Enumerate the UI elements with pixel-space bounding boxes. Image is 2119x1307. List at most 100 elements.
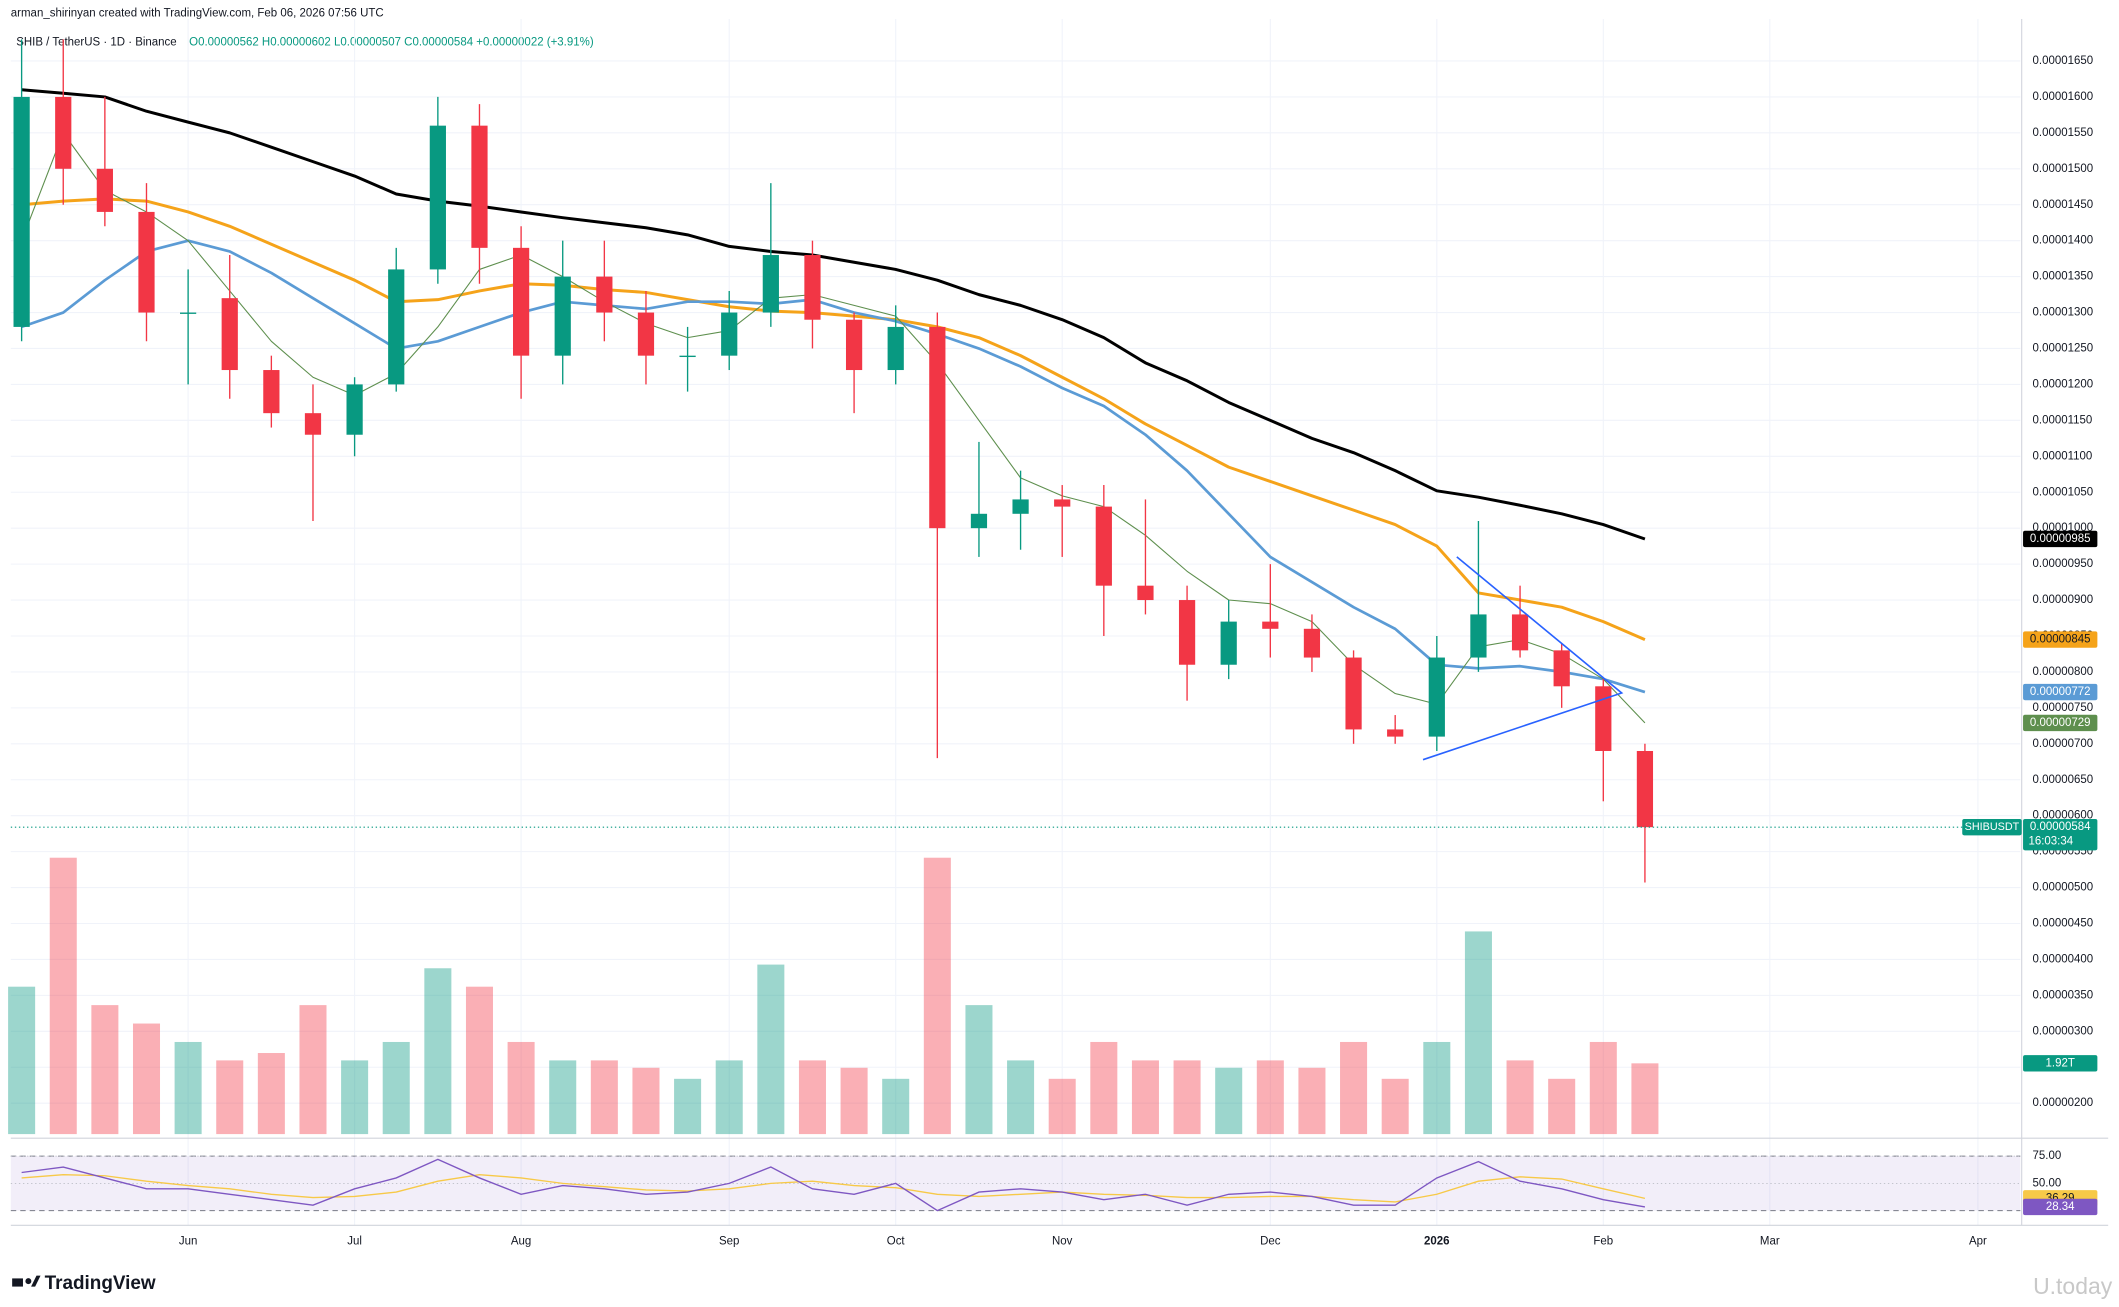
volume-label-box [2023,1055,2098,1072]
volume-bar [507,1041,535,1135]
volume-bar [715,1060,743,1135]
volume-bar [49,857,77,1135]
y-tick-label: 0.00001200 [2033,378,2094,390]
candle-body [596,276,613,313]
candle-body [1054,499,1071,507]
last-price-label: 0.00000584 [2030,821,2091,833]
candle-layer [13,39,1654,883]
candle-body [180,312,197,314]
candle-body [887,326,904,371]
symbol-legend: SHIB / TetherUS · 1D · Binance [16,36,176,48]
x-tick-label: Feb [1593,1236,1613,1248]
candle-body [55,96,72,169]
candle-body [1012,499,1029,514]
y-tick-label: 0.00000500 [2033,882,2094,894]
rsi-ma-line [21,1173,1646,1203]
x-tick-label: Apr [1969,1236,1987,1248]
volume-bar [341,1060,369,1135]
candle-body [1262,621,1279,629]
candle-body [13,96,30,327]
candle-body [1303,628,1321,658]
candle-body [1470,614,1487,658]
logo-dot [25,1278,32,1285]
candle-body [804,255,821,320]
rsi-line [21,1158,1646,1212]
volume-bar [1381,1078,1409,1135]
candle-body [1553,650,1570,687]
volume-bar [798,1060,826,1135]
x-tick-label: Oct [887,1236,906,1248]
x-tick-label: Nov [1052,1236,1073,1248]
rsi-label-box [2023,1198,2098,1216]
y-tick-label: 0.00001500 [2033,163,2094,175]
x-tick-label: 2026 [1424,1236,1450,1248]
y-tick-label: 0.00001100 [2033,450,2093,462]
candle-body [471,125,488,248]
volume-bar [1423,1041,1451,1135]
volume-bar [1548,1078,1576,1135]
ma-layer [21,88,1646,724]
candle-body [637,312,655,356]
volume-bar [424,968,452,1135]
volume-bar [299,1005,327,1135]
volume-bar [257,1053,285,1135]
y-tick-label: 0.00001300 [2033,307,2094,319]
symbol-label: SHIBUSDT [1965,821,2020,833]
y-tick-label: 0.00001400 [2033,235,2094,247]
volume-bar [1090,1041,1118,1135]
triangle-drawing [1422,556,1624,761]
volume-bar [174,1041,202,1135]
moving-average [21,239,1646,694]
rsi-layer: 75.00 50.00 [10,1150,2061,1212]
volume-bar [1340,1041,1368,1135]
symbol-box [1962,819,2022,836]
y-tick-label: 0.00000600 [2033,810,2094,822]
volume-bar [1464,931,1492,1135]
x-tick-label: Aug [511,1236,531,1248]
ma-price-label: 0.00000985 [2030,533,2091,545]
volume-bar [382,1041,410,1135]
candle-body [1137,585,1154,601]
volume-bar [1007,1060,1035,1135]
candle-body [679,355,696,358]
ma-price-label-box [2023,683,2098,701]
y-tick-label: 0.00001650 [2033,55,2094,67]
volume-bar [1631,1063,1659,1135]
ma-price-label: 0.00000772 [2030,686,2091,698]
volume-bar [216,1060,244,1135]
logo-slash [31,1275,41,1287]
y-tick-label: 0.00000450 [2033,918,2094,930]
y-tick-label: 0.00000950 [2033,558,2094,570]
candle-body [721,312,738,356]
candle-body [929,326,946,529]
volume-bar [632,1067,660,1135]
candle-body [1511,614,1529,651]
moving-average [21,197,1646,641]
y-tick-label: 0.00001350 [2033,271,2094,283]
logo: TradingView [12,1273,156,1294]
x-tick-label: Jul [347,1236,362,1248]
candle-body [1220,621,1237,665]
watermark: U.today [2033,1273,2113,1299]
y-tick-label: 0.00001600 [2033,91,2094,103]
ma-price-label: 0.00000729 [2030,717,2091,729]
candle-body [346,384,363,435]
candle-body [1345,657,1362,730]
y-tick-label: 0.00000300 [2033,1025,2094,1037]
candle-body [1387,729,1404,737]
volume-bar [965,1005,993,1135]
candle-body [554,276,571,356]
rsi-label: 28.34 [2046,1201,2075,1213]
x-tick-label: Sep [719,1236,739,1248]
volume-bar [757,964,785,1135]
candle-body [762,255,779,313]
candle-body [388,269,405,385]
candle-body [970,513,988,529]
volume-bar [1215,1067,1243,1135]
candle-body [512,247,530,356]
candle-body [1636,750,1654,828]
ma-price-label-box [2023,631,2098,648]
